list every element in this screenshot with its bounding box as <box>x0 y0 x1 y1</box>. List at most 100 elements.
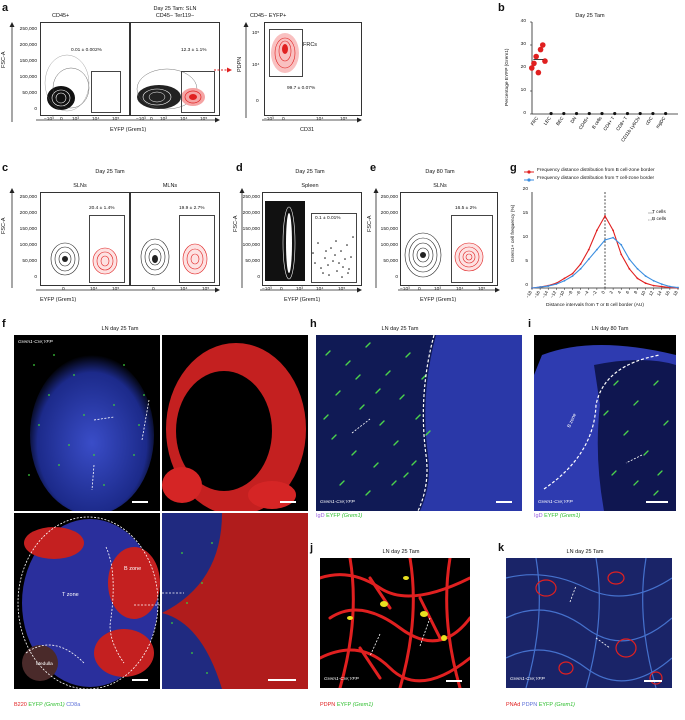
x-tick: 10³ <box>434 287 441 292</box>
data-point <box>595 248 598 251</box>
panel-d-sub: Spleen <box>301 183 319 189</box>
y-tick: 0 <box>256 99 259 104</box>
stain-eyfp: EYFP <box>336 702 352 708</box>
panel-label-k: k <box>498 542 505 554</box>
panel-e-title: Day 80 Tam <box>425 169 455 175</box>
data-point <box>574 111 579 116</box>
panel-e-plot: 16.5 ± 2% <box>400 192 498 286</box>
panel-a-gate3 <box>269 29 303 77</box>
panel-c-sub2: MLNs <box>162 183 178 189</box>
panel-f-title: LN day 25 Tam <box>101 326 139 332</box>
panel-i-stains: IgD EYFP (Grem1) <box>534 513 580 520</box>
data-point <box>620 243 623 246</box>
data-point <box>604 215 606 217</box>
panel-f-image-tl: Grem1-Cre;YFP <box>14 335 160 511</box>
x-tick-label: −10 <box>557 290 565 299</box>
x-tick: 0 <box>282 117 285 122</box>
x-tick-label: 18 <box>672 290 679 297</box>
panel-j-stains: PDPN EYFP (Grem1) <box>320 702 373 709</box>
y-tick: 150,000 <box>380 227 398 232</box>
y-tick: 100,000 <box>19 75 37 80</box>
data-point <box>636 277 639 280</box>
panel-a-gate1 <box>91 71 121 113</box>
y-tick: 40 <box>520 19 526 24</box>
panel-a-xlabel: EYFP (Grem1) <box>110 127 147 133</box>
panel-k-image: Grem1-Cre;YFP <box>506 558 672 688</box>
panel-label-a: a <box>2 2 9 14</box>
data-point <box>644 275 647 277</box>
x-tick-label: CD4+ T <box>602 116 615 132</box>
x-tick-label: BEC <box>555 115 565 126</box>
y-tick: 5 <box>525 259 528 264</box>
x-tick-label: 16 <box>664 290 671 297</box>
y-tick: 0 <box>34 107 37 112</box>
x-tick: 10⁴ <box>316 287 324 292</box>
panel-e-xlabel: EYFP (Grem1) <box>420 297 457 303</box>
y-tick: 250,000 <box>19 195 37 200</box>
panel-a-title2: CD45− Ter119− <box>155 13 195 19</box>
y-tick: 20 <box>522 187 528 192</box>
panel-f-image-br <box>162 513 308 689</box>
panel-d-x-arrow <box>260 287 362 293</box>
y-tick: 10 <box>522 235 528 240</box>
panel-d-plot: 0.1 ± 0.01% <box>262 192 362 286</box>
panel-c-y-arrow <box>9 188 15 288</box>
x-tick-label: −2 <box>591 290 598 297</box>
stain-eyfp: EYFP <box>326 513 341 519</box>
panel-c-plot1: 20.4 ± 1.4% <box>40 192 130 286</box>
y-tick: 0 <box>525 283 528 288</box>
panel-g-ylabel: Grem1+ cell frequency (%) <box>511 204 516 262</box>
panel-a3-y-arrow <box>243 22 249 118</box>
y-tick: 100,000 <box>242 243 260 248</box>
panel-e-gate <box>451 215 493 283</box>
panel-c-pct2: 19.9 ± 2.7% <box>179 206 205 211</box>
x-tick-label: −6 <box>575 290 582 297</box>
data-point <box>587 248 590 251</box>
data-point <box>587 111 591 116</box>
panel-label-d: d <box>236 162 243 174</box>
y-tick: 200,000 <box>19 43 37 48</box>
x-tick: 10⁵ <box>340 117 348 122</box>
data-point <box>612 229 615 232</box>
panel-g-chart: −18 −16 −14 −12 −10 −8 −6 −4 −2 0 2 4 6 8 10 12 14 16 18 <box>525 192 679 299</box>
x-tick: −10³ <box>400 287 410 292</box>
legend-label-t: Frequency distance distribution from T c… <box>537 176 655 181</box>
data-point <box>613 111 617 116</box>
y-tick: 100,000 <box>19 243 37 248</box>
stain-grem: (Grem1) <box>341 513 363 519</box>
panel-label-c: c <box>2 162 9 174</box>
data-point <box>537 46 544 53</box>
x-tick-label: 8 <box>633 290 639 295</box>
data-point <box>587 258 590 261</box>
x-tick-label: −18 <box>525 290 533 299</box>
panel-j-title: LN day 25 Tam <box>382 549 420 555</box>
x-tick: 0 <box>280 287 283 292</box>
x-tick-label: DN <box>569 116 577 124</box>
panel-h-genotype: Grem1-Cre;YFP <box>320 500 355 505</box>
y-tick: 50,000 <box>22 91 37 96</box>
panel-h-stains: IgD EYFP (Grem1) <box>316 513 363 520</box>
y-tick: 100,000 <box>380 243 398 248</box>
panel-f-image-tr <box>162 335 308 511</box>
panel-a-p3-pct: 99.7 ± 0.07% <box>287 86 316 91</box>
y-tick: 200,000 <box>242 211 260 216</box>
y-tick: 0 <box>257 275 260 280</box>
data-point <box>604 239 606 241</box>
x-tick: 0 <box>150 117 153 122</box>
x-tick: 0 <box>152 287 155 292</box>
data-point <box>539 286 542 288</box>
y-tick: 0 <box>34 275 37 280</box>
y-tick: 50,000 <box>383 259 398 264</box>
y-tick: 15 <box>522 211 528 216</box>
panel-c-xlabel: EYFP (Grem1) <box>40 297 77 303</box>
panel-i-title: LN day 80 Tam <box>591 326 629 332</box>
panel-a-p1-title: CD45+ <box>52 13 70 19</box>
x-tick-label: mgDC <box>655 115 667 129</box>
panel-d-title: Day 25 Tam <box>295 169 325 175</box>
stain-cd8: CD8a <box>66 702 81 708</box>
panel-c-gate2 <box>179 215 215 283</box>
panel-j-image: Grem1-Cre;YFP <box>320 558 470 688</box>
x-tick: 10⁵ <box>112 287 120 292</box>
panel-a3-ylabel: PDPN <box>237 56 243 72</box>
y-tick: 10⁴ <box>252 63 260 68</box>
